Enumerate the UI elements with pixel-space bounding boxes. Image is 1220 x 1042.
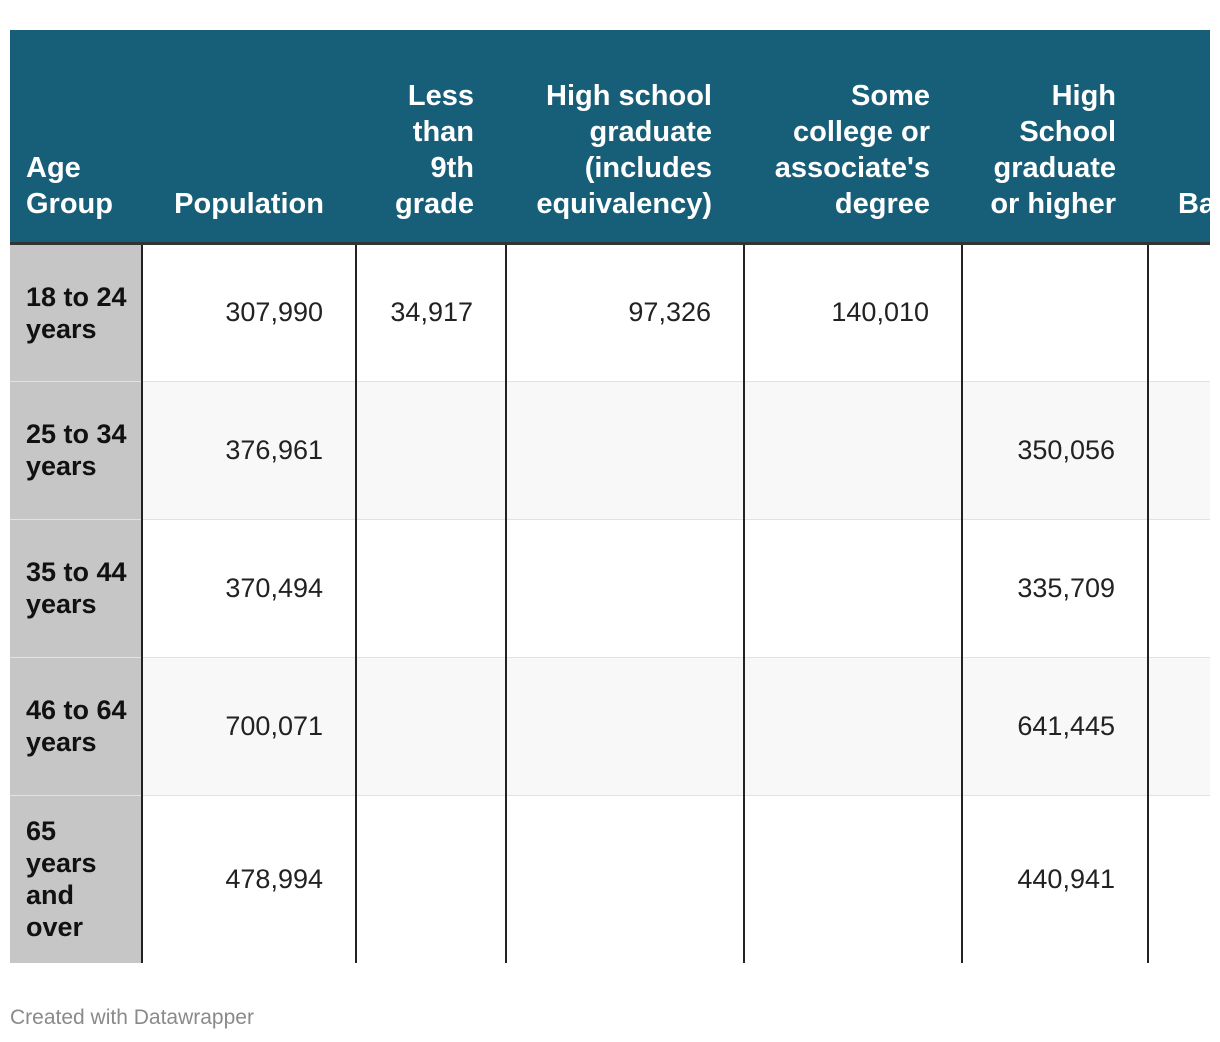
row-label: 18 to 24 years: [10, 243, 142, 382]
row-label: 65 years and over: [10, 795, 142, 963]
table-row: 25 to 34 years 376,961 350,056: [10, 381, 1210, 520]
table-cell: 440,941: [961, 795, 1148, 963]
table-row: 46 to 64 years 700,071 641,445: [10, 657, 1210, 796]
table-cell: [1147, 243, 1210, 382]
table-cell: 376,961: [141, 381, 356, 520]
table-cell: 641,445: [961, 657, 1148, 796]
table-container: Age Group Population Less than 9th grade…: [10, 30, 1210, 966]
column-header-high-school-graduate: High school graduate (includes equivalen…: [506, 30, 744, 245]
table-cell: [355, 795, 506, 963]
table-header-row: Age Group Population Less than 9th grade…: [10, 30, 1210, 245]
table-cell: [355, 519, 506, 658]
table-row: 65 years and over 478,994 440,941: [10, 795, 1210, 963]
row-label: 46 to 64 years: [10, 657, 142, 796]
table-cell: [355, 381, 506, 520]
column-header-some-college: Some college or associate's degree: [744, 30, 962, 245]
table-cell: 34,917: [355, 243, 506, 382]
table-cell: [961, 243, 1148, 382]
table-cell: 307,990: [141, 243, 356, 382]
datawrapper-credit: Created with Datawrapper: [10, 1006, 254, 1029]
table-cell: [355, 657, 506, 796]
table-cell: [743, 519, 962, 658]
table-cell: [1147, 657, 1210, 796]
table-cell: 370,494: [141, 519, 356, 658]
table-cell: [505, 795, 744, 963]
column-header-population: Population: [142, 30, 356, 245]
table-cell: 350,056: [961, 381, 1148, 520]
column-header-less-than-9th: Less than 9th grade: [356, 30, 506, 245]
table-cell: 140,010: [743, 243, 962, 382]
row-label: 25 to 34 years: [10, 381, 142, 520]
table-row: 35 to 44 years 370,494 335,709: [10, 519, 1210, 658]
row-label: 35 to 44 years: [10, 519, 142, 658]
table-cell: [505, 381, 744, 520]
table-cell: 97,326: [505, 243, 744, 382]
table-cell: 335,709: [961, 519, 1148, 658]
table-row: 18 to 24 years 307,990 34,917 97,326 140…: [10, 243, 1210, 382]
table-cell: [743, 795, 962, 963]
column-header-bachelors-cut: Ba de: [1148, 30, 1210, 245]
table-cell: [743, 381, 962, 520]
table-cell: [1147, 795, 1210, 963]
table-cell: [505, 519, 744, 658]
table-cell: 700,071: [141, 657, 356, 796]
table-cell: [1147, 381, 1210, 520]
table-cell: 478,994: [141, 795, 356, 963]
table-cell: [743, 657, 962, 796]
column-header-age-group: Age Group: [10, 30, 142, 245]
column-header-high-school-or-higher: High School graduate or higher: [962, 30, 1148, 245]
education-table: Age Group Population Less than 9th grade…: [10, 30, 1210, 963]
table-cell: [1147, 519, 1210, 658]
table-cell: [505, 657, 744, 796]
